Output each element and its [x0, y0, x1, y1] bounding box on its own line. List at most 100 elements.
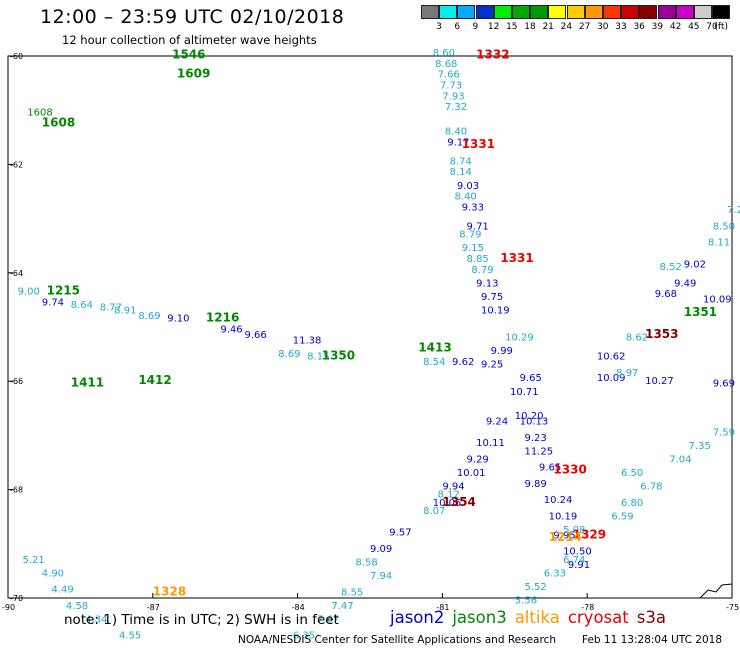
scale-swatch — [675, 5, 694, 19]
swh-value: 10.50 — [563, 547, 592, 558]
lon-tick-label: -78 — [581, 603, 594, 612]
page-subtitle: 12 hour collection of altimeter wave hei… — [62, 33, 317, 47]
swh-value: 8.79 — [459, 230, 481, 241]
swh-value: 9.69 — [713, 379, 735, 390]
swh-value: 9.24 — [486, 417, 508, 428]
scale-swatch — [603, 5, 621, 19]
lat-tick-label: -68 — [10, 486, 23, 495]
swh-value: 4.90 — [42, 568, 64, 579]
swh-value: 10.05 — [433, 498, 462, 509]
pass-time-label: 1546 — [172, 48, 205, 62]
swh-value: 9.33 — [462, 202, 484, 213]
scale-label: 6 — [454, 22, 461, 32]
swh-value: 10.71 — [510, 387, 539, 398]
swh-value: 9.66 — [245, 330, 267, 341]
scale-swatch — [457, 5, 476, 19]
swh-value: 6.78 — [640, 482, 662, 493]
swh-value: 8.52 — [660, 262, 682, 273]
swh-value: 9.00 — [18, 286, 40, 297]
swh-value: 8.07 — [423, 506, 445, 517]
scale-label: 36 — [633, 22, 645, 32]
swh-value: 7.59 — [713, 427, 735, 438]
scale-swatch — [657, 5, 676, 19]
swh-value: 5.56 — [515, 595, 537, 606]
pass-time-label: 1332 — [476, 48, 509, 62]
swh-value: 9.29 — [467, 455, 489, 466]
swh-value: 8.40 — [445, 127, 467, 138]
swh-value: 10.62 — [597, 352, 626, 363]
scale-label: 45 — [688, 22, 700, 32]
scale-swatch — [621, 5, 640, 19]
swh-value: 7.93 — [442, 91, 464, 102]
swh-value: 5.52 — [524, 582, 546, 593]
scale-label: 42 — [669, 22, 682, 32]
swh-value: 8.50 — [713, 221, 735, 232]
pass-time-label: 1351 — [684, 305, 717, 319]
swh-value: 9.10 — [167, 314, 189, 325]
swh-value: 7.47 — [331, 601, 353, 612]
swh-value: 8.69 — [138, 311, 160, 322]
swh-value: 9.25 — [481, 360, 503, 371]
swh-value: 8.62 — [626, 333, 648, 344]
scale-label: 21 — [542, 22, 554, 32]
pass-time-label: 1329 — [573, 527, 606, 541]
swh-value: 9.94 — [442, 482, 464, 493]
pass-time-label: 1328 — [153, 584, 186, 598]
swh-value: 10.13 — [520, 417, 549, 428]
pass-time-label: 1331 — [462, 137, 495, 151]
pass-time-label: 1350 — [322, 349, 355, 363]
lat-tick-label: -62 — [10, 160, 23, 169]
satellite-label-jason2: jason2 — [390, 608, 445, 627]
swh-value: 9.17 — [447, 137, 469, 148]
pass-time-label: 1331 — [500, 251, 533, 265]
scale-label: (ft) — [714, 22, 728, 32]
swh-value: 8.12 — [438, 490, 460, 501]
lat-tick-label: -70 — [10, 594, 23, 603]
coastline — [699, 583, 733, 599]
swh-value: 8.40 — [454, 192, 476, 203]
color-scale-legend: 3 6 9 12 15 18 21 24 27 30 33 36 39 42 45 70 (ft) — [421, 5, 731, 37]
scale-label: 18 — [524, 22, 536, 32]
scale-swatch — [530, 5, 549, 19]
swh-value: 8.79 — [471, 265, 493, 276]
swh-value: 9.13 — [476, 278, 498, 289]
swh-value: 10.19 — [481, 305, 510, 316]
swh-value: 8.74 — [450, 156, 472, 167]
swh-value: 7.25 — [727, 205, 740, 216]
swh-value: 9.57 — [389, 528, 411, 539]
swh-value: 6.74 — [563, 555, 585, 566]
satellite-label-s3a: s3a — [636, 608, 666, 627]
credit-text: NOAA/NESDIS Center for Satellite Applica… — [238, 634, 556, 646]
satellite-label-altika: altika — [514, 608, 560, 627]
swh-value: 8.68 — [435, 59, 457, 70]
scale-swatch — [421, 5, 439, 19]
swh-value: 9.46 — [220, 324, 242, 335]
map-frame — [7, 55, 733, 599]
swh-value: 6.59 — [611, 511, 633, 522]
swh-value: 8.77 — [100, 303, 122, 314]
pass-time-label: 1214 — [549, 530, 582, 544]
scale-label: 3 — [436, 22, 442, 32]
swh-value: 4.58 — [66, 601, 88, 612]
swh-value: 8.69 — [278, 349, 300, 360]
scale-swatch — [493, 5, 512, 19]
swh-value: 8.85 — [467, 254, 489, 265]
swh-value: 9.71 — [467, 221, 489, 232]
swh-value: 8.97 — [616, 368, 638, 379]
swh-value: 8.91 — [114, 305, 136, 316]
swh-value: 9.91 — [568, 560, 590, 571]
swh-value: 11.38 — [293, 335, 322, 346]
scale-swatch — [712, 5, 731, 19]
swh-value: 10.20 — [515, 411, 544, 422]
swh-value: 8.60 — [433, 48, 455, 59]
swh-value: 9.03 — [457, 181, 479, 192]
swh-value: 10.24 — [544, 495, 573, 506]
pass-time-label: 1216 — [206, 311, 239, 325]
pass-time-label: 1330 — [553, 462, 586, 476]
swh-value: 11.25 — [524, 446, 553, 457]
swh-value: 10.29 — [505, 333, 534, 344]
swh-value: 9.02 — [684, 259, 706, 270]
swh-value: 4.55 — [119, 631, 141, 642]
swh-value: 9.95 — [553, 530, 575, 541]
